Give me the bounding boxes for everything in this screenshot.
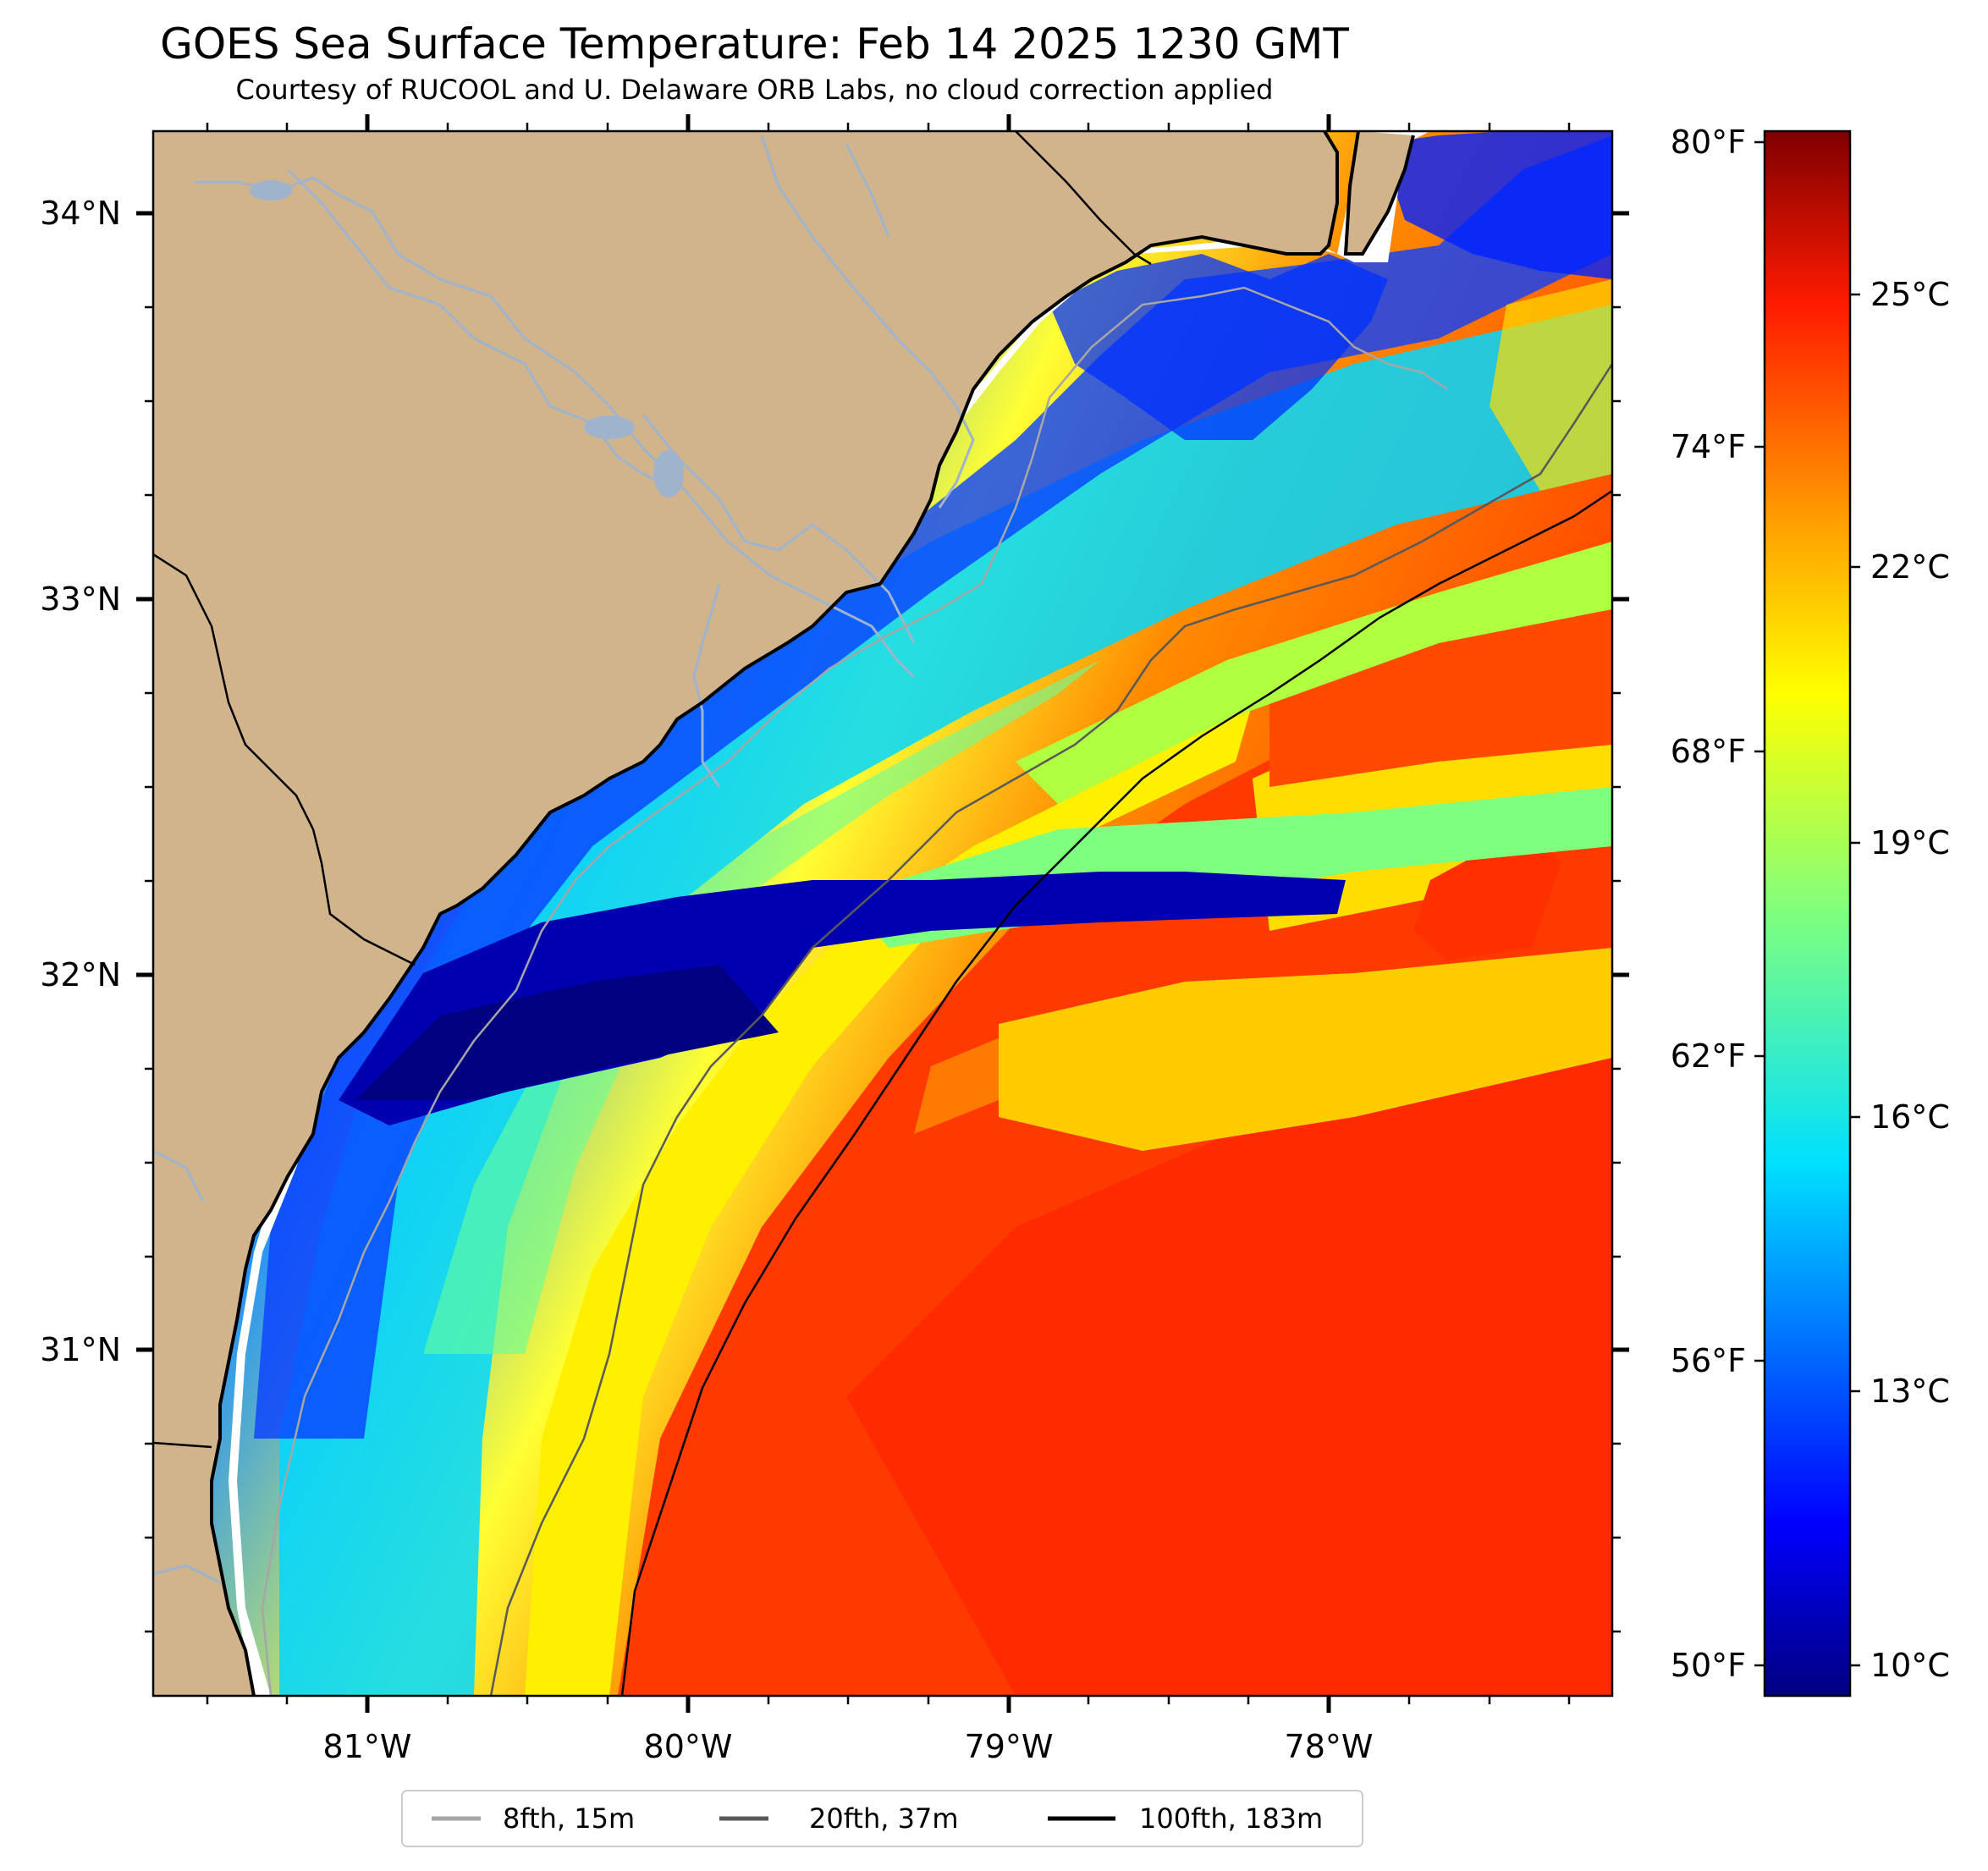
contour-20fth <box>489 363 1612 1696</box>
colorbar-ticks <box>1754 140 1860 1667</box>
lon-label: 78°W <box>1285 1728 1374 1765</box>
state-borders <box>153 131 1152 1449</box>
celsius-label: 13°C <box>1870 1373 1950 1410</box>
lat-label: 31°N <box>40 1331 121 1368</box>
celsius-label: 10°C <box>1870 1647 1950 1684</box>
lat-label: 33°N <box>40 581 121 618</box>
colorbar <box>1763 129 1852 1698</box>
fahrenheit-label: 80°F <box>1671 124 1746 161</box>
rivers <box>153 135 975 1584</box>
celsius-label: 19°C <box>1870 824 1950 861</box>
fahrenheit-label: 74°F <box>1671 428 1746 465</box>
sst-field <box>254 131 1612 1696</box>
major-ticks <box>136 114 1629 1713</box>
lon-label: 79°W <box>965 1728 1054 1765</box>
minor-ticks <box>145 123 1621 1704</box>
contour-8fth <box>261 286 1448 1696</box>
lat-label: 32°N <box>40 956 121 993</box>
map-title: GOES Sea Surface Temperature: Feb 14 202… <box>160 19 1349 69</box>
contour-100fth <box>620 489 1612 1696</box>
celsius-label: 25°C <box>1870 276 1950 313</box>
fahrenheit-label: 50°F <box>1671 1647 1746 1684</box>
lat-label: 34°N <box>40 195 121 232</box>
land-mass <box>153 131 1337 1696</box>
legend-label: 20fth, 37m <box>809 1802 958 1835</box>
lon-label: 81°W <box>323 1728 412 1765</box>
map-frame <box>151 129 1614 1698</box>
lon-label: 80°W <box>644 1728 733 1765</box>
map-subtitle: Courtesy of RUCOOL and U. Delaware ORB L… <box>235 74 1274 106</box>
celsius-label: 16°C <box>1870 1098 1950 1136</box>
fahrenheit-label: 56°F <box>1671 1342 1746 1379</box>
legend-label: 8fth, 15m <box>503 1802 635 1835</box>
fahrenheit-label: 62°F <box>1671 1037 1746 1075</box>
fahrenheit-label: 68°F <box>1671 733 1746 770</box>
legend-label: 100fth, 183m <box>1139 1802 1323 1835</box>
contour-legend: 8fth, 15m 20fth, 37m 100fth, 183m <box>401 1790 1363 1847</box>
coastline <box>210 131 1339 1696</box>
celsius-label: 22°C <box>1870 548 1950 586</box>
map-panel <box>153 131 1612 1696</box>
